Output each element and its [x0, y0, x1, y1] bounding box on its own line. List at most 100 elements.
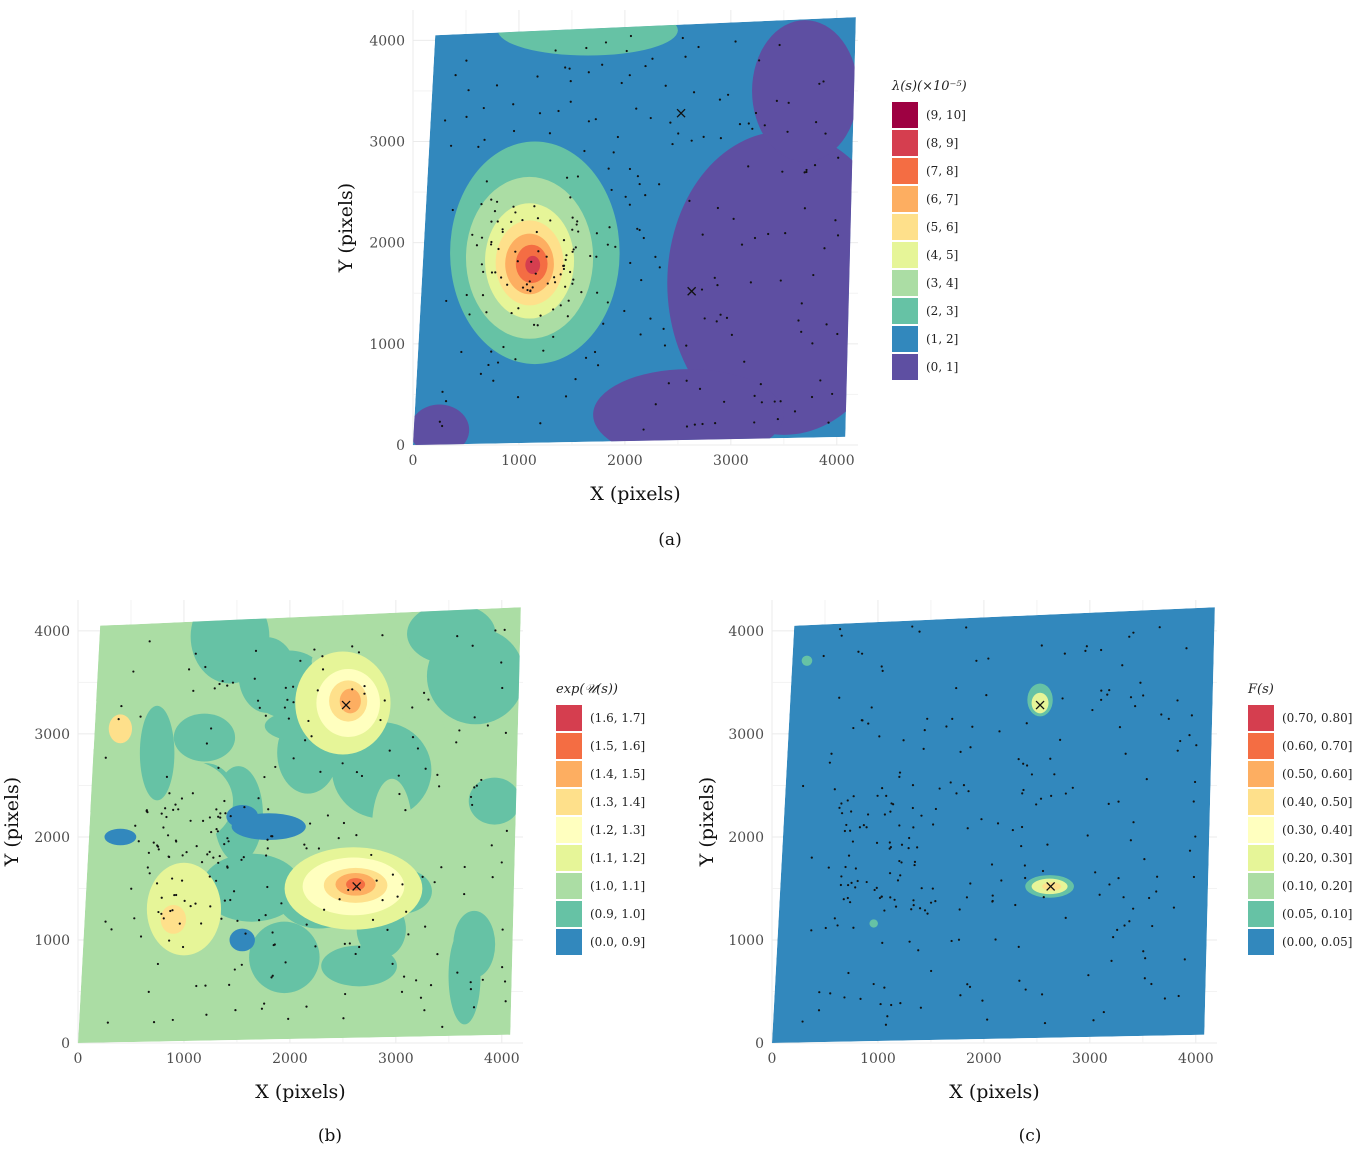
data-point	[402, 975, 406, 978]
data-point	[1122, 896, 1125, 899]
data-point	[526, 288, 529, 292]
data-point	[487, 363, 490, 367]
data-point	[990, 863, 994, 866]
data-point	[174, 803, 177, 806]
data-point	[751, 127, 754, 130]
data-point	[1021, 792, 1024, 795]
data-point	[473, 786, 476, 789]
data-point	[677, 132, 680, 135]
data-point	[491, 876, 494, 879]
y-tick-label: 4000	[369, 33, 405, 49]
data-point	[217, 815, 220, 818]
data-point	[1043, 1021, 1047, 1025]
data-point	[1100, 698, 1103, 701]
data-point	[280, 902, 283, 905]
data-point	[614, 245, 617, 248]
data-point	[305, 923, 308, 926]
data-point	[1025, 722, 1028, 725]
data-point	[918, 630, 921, 633]
data-point	[314, 945, 317, 948]
data-point	[171, 877, 174, 880]
legend-swatch	[556, 845, 582, 871]
data-point	[469, 988, 473, 991]
data-point	[178, 922, 181, 925]
patch	[190, 607, 270, 684]
data-point	[305, 847, 308, 850]
data-point	[266, 838, 269, 841]
data-point	[292, 757, 295, 760]
data-point	[574, 378, 577, 381]
data-point	[152, 1021, 156, 1024]
data-point	[213, 687, 216, 690]
points	[104, 628, 508, 1028]
data-point	[273, 943, 276, 946]
legend-label: (8, 9]	[926, 136, 958, 150]
data-point	[421, 875, 424, 878]
patch	[407, 607, 496, 665]
data-point	[810, 929, 813, 932]
data-point	[210, 727, 213, 730]
data-point	[888, 847, 891, 850]
legend-label: (4, 5]	[926, 248, 958, 262]
data-point	[139, 935, 143, 938]
legend-swatch	[892, 158, 918, 184]
data-point	[539, 422, 542, 425]
data-point	[1017, 945, 1020, 949]
data-point	[204, 984, 207, 987]
data-point	[187, 668, 191, 671]
data-point	[1151, 924, 1154, 928]
data-point	[649, 116, 652, 120]
data-point	[217, 861, 220, 864]
data-point	[654, 403, 657, 406]
data-point	[117, 718, 120, 721]
data-point	[888, 841, 891, 844]
data-point	[583, 149, 586, 153]
data-point	[514, 358, 517, 361]
data-point	[949, 781, 952, 784]
legend-label: (0.9, 1.0]	[590, 907, 645, 921]
legend: F(s) (0.70, 0.80] (0.60, 0.70] (0.50, 0.60]…	[1247, 682, 1352, 955]
data-point	[1176, 699, 1179, 702]
data-point	[266, 885, 269, 889]
data-point	[465, 293, 468, 297]
data-point	[472, 1006, 476, 1009]
data-point	[838, 628, 842, 631]
data-point	[189, 905, 192, 908]
legend-swatch	[556, 817, 582, 843]
data-point	[1128, 920, 1131, 923]
data-point	[716, 206, 719, 210]
data-point	[567, 299, 570, 302]
data-point	[986, 1018, 989, 1021]
data-point	[263, 1002, 266, 1005]
data-point	[658, 183, 661, 186]
legend-label: (0.40, 0.50]	[1282, 795, 1352, 809]
data-point	[1118, 725, 1122, 729]
data-point	[537, 250, 540, 253]
data-point	[496, 220, 499, 223]
data-point	[969, 746, 972, 749]
data-point	[884, 1023, 888, 1026]
data-point	[342, 821, 346, 825]
data-point	[481, 294, 485, 297]
data-point	[1053, 773, 1056, 776]
data-point	[205, 1013, 208, 1016]
data-point	[482, 270, 485, 274]
data-point	[480, 263, 483, 266]
data-point	[606, 243, 609, 246]
data-point	[1176, 749, 1179, 752]
data-point	[557, 109, 560, 113]
data-point	[688, 199, 691, 202]
chart-c-svg: 0 1000 2000 3000 4000 0 1000 2000 3000 4000 X (pix…	[696, 600, 1352, 1103]
data-point	[1040, 993, 1044, 996]
data-point	[227, 840, 230, 843]
region-low	[752, 20, 856, 162]
data-point	[881, 669, 884, 672]
data-point	[460, 350, 463, 354]
data-point	[536, 75, 539, 78]
data-point	[234, 1008, 237, 1012]
data-point	[934, 807, 938, 811]
data-point	[803, 171, 806, 174]
data-point	[968, 985, 972, 988]
data-point	[1121, 664, 1124, 667]
legend-label: (3, 4]	[926, 276, 958, 290]
